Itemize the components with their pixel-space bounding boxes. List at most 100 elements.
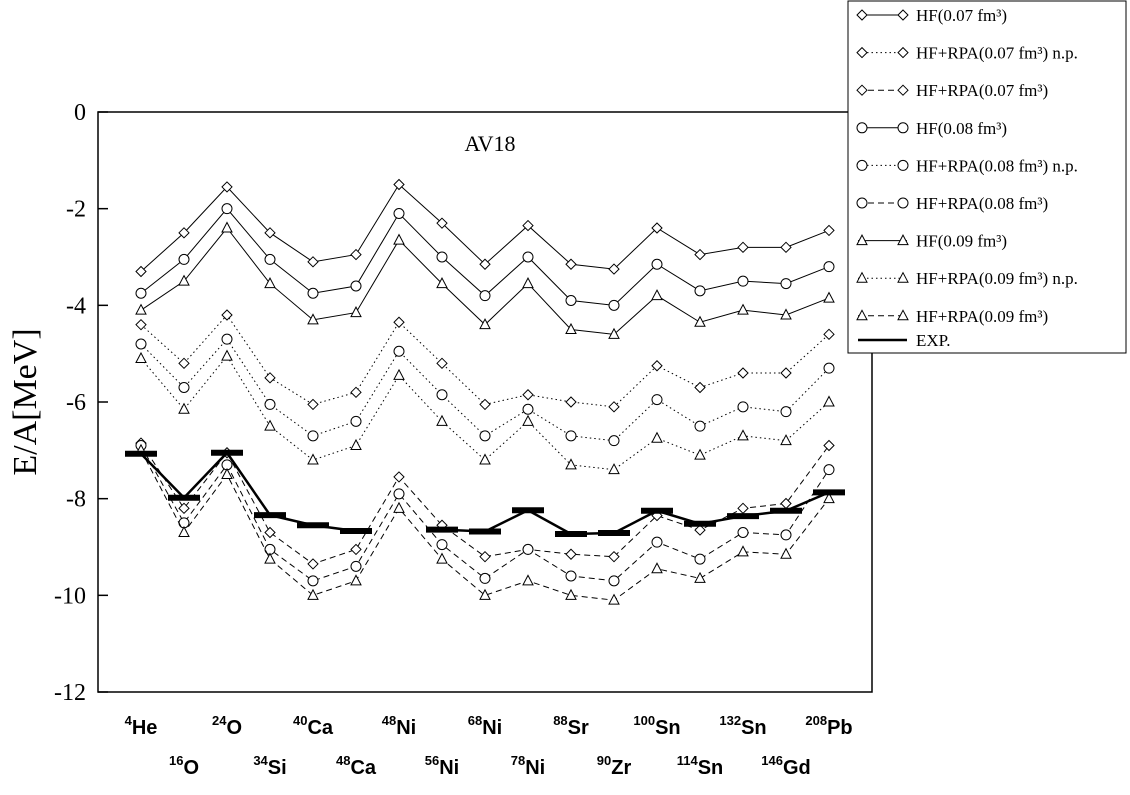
marker: [823, 362, 835, 374]
x-tick-label: 56Ni: [425, 753, 459, 779]
marker: [436, 251, 448, 263]
marker: [565, 295, 577, 306]
marker: [651, 536, 663, 548]
marker: [608, 299, 620, 311]
marker: [522, 414, 534, 426]
series: [135, 443, 835, 605]
series: [135, 349, 835, 475]
marker: [135, 303, 147, 315]
marker: [393, 208, 405, 219]
x-tick-label: 146Gd: [761, 753, 810, 779]
series: [135, 178, 835, 278]
marker: [651, 394, 663, 406]
marker: [823, 395, 835, 407]
x-tick-label: 4He: [125, 713, 158, 739]
legend-label: HF(0.09 fm³): [916, 232, 1007, 251]
x-tick-label: 100Sn: [633, 713, 680, 739]
marker: [737, 367, 749, 379]
marker: [856, 122, 868, 134]
marker: [522, 543, 534, 555]
legend-label: HF+RPA(0.09 fm³) n.p.: [916, 269, 1078, 288]
marker: [897, 122, 909, 134]
marker: [264, 419, 276, 431]
marker: [264, 398, 276, 410]
marker: [393, 368, 405, 380]
marker: [608, 593, 620, 605]
marker: [436, 552, 448, 564]
marker: [221, 203, 233, 215]
marker: [479, 588, 491, 600]
marker: [178, 253, 190, 265]
marker: [694, 571, 706, 583]
y-tick-label: -8: [66, 487, 86, 513]
marker: [651, 509, 663, 522]
marker: [565, 548, 577, 560]
marker: [178, 502, 190, 515]
marker: [694, 248, 706, 261]
marker: [780, 278, 792, 290]
marker: [178, 357, 190, 370]
marker: [393, 501, 405, 513]
marker: [221, 349, 233, 361]
marker: [178, 525, 190, 537]
series: [135, 203, 835, 311]
marker: [264, 372, 276, 384]
y-tick-label: -12: [54, 680, 86, 706]
series-line: [140, 183, 830, 272]
marker: [350, 574, 362, 586]
marker: [897, 46, 909, 59]
marker: [780, 497, 792, 510]
marker: [350, 386, 362, 399]
marker: [307, 558, 319, 570]
marker: [436, 389, 448, 401]
marker: [897, 197, 909, 209]
legend-label: HF(0.07 fm³): [916, 6, 1007, 25]
marker: [565, 322, 577, 334]
marker: [565, 588, 577, 600]
marker: [856, 234, 868, 246]
marker: [522, 389, 534, 401]
marker: [350, 543, 362, 556]
x-tick-label: 68Ni: [468, 713, 502, 739]
x-tick-label: 88Sr: [553, 713, 589, 739]
marker: [350, 415, 362, 427]
y-tick-label: -6: [66, 390, 86, 416]
marker: [479, 398, 491, 411]
marker: [856, 197, 868, 209]
marker: [608, 550, 620, 563]
legend-label: HF+RPA(0.08 fm³) n.p.: [916, 156, 1078, 175]
legend-label: HF(0.08 fm³): [916, 119, 1007, 138]
marker: [856, 9, 868, 21]
marker: [221, 467, 233, 479]
y-tick-label: -2: [66, 197, 86, 223]
legend-label: HF+RPA(0.09 fm³): [916, 307, 1048, 326]
marker: [264, 552, 276, 564]
marker: [522, 574, 534, 586]
marker: [823, 291, 835, 303]
marker: [823, 492, 835, 504]
marker: [780, 241, 792, 254]
x-tick-label: 132Sn: [719, 713, 766, 739]
marker: [737, 401, 749, 413]
marker: [479, 572, 491, 584]
marker: [350, 438, 362, 450]
annotation: AV18: [465, 131, 516, 156]
marker: [694, 420, 706, 432]
marker: [897, 271, 909, 283]
marker: [522, 251, 534, 263]
marker: [565, 570, 577, 582]
marker: [178, 227, 190, 239]
marker: [651, 289, 663, 301]
marker: [823, 261, 835, 273]
marker: [178, 402, 190, 414]
marker: [522, 219, 534, 232]
legend-label: HF+RPA(0.07 fm³) n.p.: [916, 44, 1078, 63]
y-axis-label: E/A[MeV]: [7, 328, 44, 475]
series-line: [140, 450, 830, 536]
marker: [651, 222, 663, 234]
marker: [823, 224, 835, 237]
marker: [350, 248, 362, 261]
marker: [436, 217, 448, 229]
legend-box: [847, 0, 1127, 354]
marker: [651, 431, 663, 443]
